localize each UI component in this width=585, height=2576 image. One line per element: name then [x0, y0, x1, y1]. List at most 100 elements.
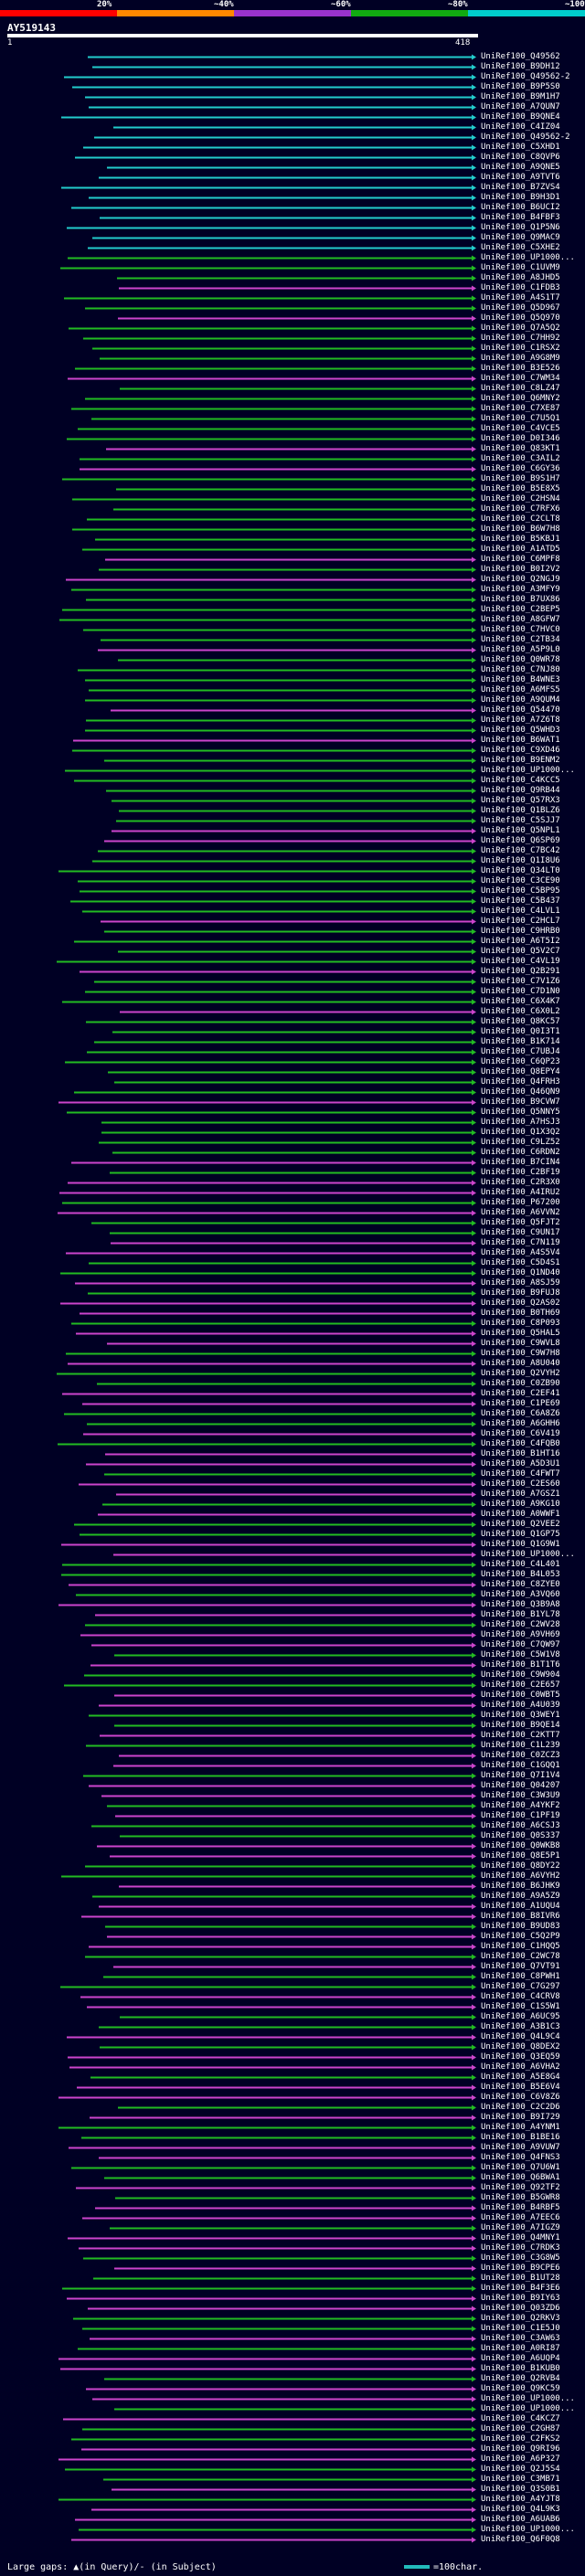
hit-label[interactable]: UniRef100_B6UCI2 [481, 203, 560, 212]
hit-label[interactable]: UniRef100_Q34LT0 [481, 866, 560, 875]
hit-label[interactable]: UniRef100_B4L053 [481, 1570, 560, 1579]
hit-label[interactable]: UniRef100_Q7A5Q2 [481, 323, 560, 333]
hit-label[interactable]: UniRef100_A6P327 [481, 2454, 560, 2464]
hit-label[interactable]: UniRef100_Q2VEE2 [481, 1520, 560, 1529]
hit-label[interactable]: UniRef100_C7QW97 [481, 1640, 560, 1649]
hit-label[interactable]: UniRef100_B0TH69 [481, 1309, 560, 1318]
hit-label[interactable]: UniRef100_A4IRU2 [481, 1188, 560, 1197]
hit-label[interactable]: UniRef100_C6GY36 [481, 464, 560, 473]
hit-label[interactable]: UniRef100_A3MFY9 [481, 585, 560, 594]
hit-label[interactable]: UniRef100_Q0I3T1 [481, 1027, 560, 1036]
hit-label[interactable]: UniRef100_B4FBF3 [481, 213, 560, 222]
hit-label[interactable]: UniRef100_C4FQB0 [481, 1439, 560, 1448]
hit-label[interactable]: UniRef100_C8PWH1 [481, 1972, 560, 1981]
hit-label[interactable]: UniRef100_C6MPF8 [481, 555, 560, 564]
hit-label[interactable]: UniRef100_A9TVT6 [481, 173, 560, 182]
hit-label[interactable]: UniRef100_A6UQP4 [481, 2354, 560, 2363]
hit-label[interactable]: UniRef100_B4RBF5 [481, 2203, 560, 2212]
hit-label[interactable]: UniRef100_C2HSN4 [481, 494, 560, 504]
hit-label[interactable]: UniRef100_C0ZB90 [481, 1379, 560, 1388]
hit-label[interactable]: UniRef100_A4YJT8 [481, 2495, 560, 2504]
hit-label[interactable]: UniRef100_Q7I1V4 [481, 1771, 560, 1780]
hit-label[interactable]: UniRef100_C1PF19 [481, 1811, 560, 1820]
hit-label[interactable]: UniRef100_C2CLT8 [481, 514, 560, 524]
hit-label[interactable]: UniRef100_A7EEC6 [481, 2213, 560, 2222]
hit-label[interactable]: UniRef100_B6W7H8 [481, 525, 560, 534]
hit-label[interactable]: UniRef100_Q5D967 [481, 303, 560, 313]
hit-label[interactable]: UniRef100_Q2J5S4 [481, 2465, 560, 2474]
hit-label[interactable]: UniRef100_UP1000... [481, 1550, 575, 1559]
hit-label[interactable]: UniRef100_A6GHH6 [481, 1419, 560, 1428]
hit-label[interactable]: UniRef100_C5SJJ7 [481, 816, 560, 825]
hit-label[interactable]: UniRef100_C8LZ47 [481, 384, 560, 393]
hit-label[interactable]: UniRef100_C6V8Z6 [481, 2093, 560, 2102]
hit-label[interactable]: UniRef100_B9P5S0 [481, 82, 560, 91]
hit-label[interactable]: UniRef100_C7RDK3 [481, 2243, 560, 2253]
hit-label[interactable]: UniRef100_C6V419 [481, 1429, 560, 1438]
hit-label[interactable]: UniRef100_C5W1V8 [481, 1650, 560, 1659]
hit-label[interactable]: UniRef100_Q2AS02 [481, 1299, 560, 1308]
hit-label[interactable]: UniRef100_A7IGZ9 [481, 2223, 560, 2232]
hit-label[interactable]: UniRef100_B9QNE4 [481, 112, 560, 122]
hit-label[interactable]: UniRef100_Q8KC57 [481, 1017, 560, 1026]
hit-label[interactable]: UniRef100_A8GFW7 [481, 615, 560, 624]
hit-label[interactable]: UniRef100_C7BC42 [481, 846, 560, 855]
hit-label[interactable]: UniRef100_C0WBT5 [481, 1691, 560, 1700]
hit-label[interactable]: UniRef100_C2WV28 [481, 1620, 560, 1629]
hit-label[interactable]: UniRef100_UP1000... [481, 2394, 575, 2403]
hit-label[interactable]: UniRef100_Q9RI96 [481, 2444, 560, 2454]
hit-label[interactable]: UniRef100_B9M1H7 [481, 92, 560, 101]
hit-label[interactable]: UniRef100_A4U039 [481, 1701, 560, 1710]
hit-label[interactable]: UniRef100_Q7U6W1 [481, 2163, 560, 2172]
hit-label[interactable]: UniRef100_B9ENM2 [481, 756, 560, 765]
hit-label[interactable]: UniRef100_Q2RKV3 [481, 2314, 560, 2323]
hit-label[interactable]: UniRef100_C3G8W5 [481, 2253, 560, 2263]
hit-label[interactable]: UniRef100_B9IY63 [481, 2294, 560, 2303]
hit-label[interactable]: UniRef100_C6RDN2 [481, 1148, 560, 1157]
hit-label[interactable]: UniRef100_A7HSJ3 [481, 1118, 560, 1127]
hit-label[interactable]: UniRef100_C5Q2P9 [481, 1932, 560, 1941]
hit-label[interactable]: UniRef100_Q2RVB4 [481, 2374, 560, 2383]
hit-label[interactable]: UniRef100_Q8E5P1 [481, 1851, 560, 1860]
hit-label[interactable]: UniRef100_C7D1N0 [481, 987, 560, 996]
hit-label[interactable]: UniRef100_B1KUB0 [481, 2364, 560, 2373]
hit-label[interactable]: UniRef100_Q7VT91 [481, 1962, 560, 1971]
hit-label[interactable]: UniRef100_B1K714 [481, 1037, 560, 1046]
hit-label[interactable]: UniRef100_C2GH87 [481, 2424, 560, 2433]
hit-label[interactable]: UniRef100_C2EF41 [481, 1389, 560, 1398]
hit-label[interactable]: UniRef100_Q1GP75 [481, 1530, 560, 1539]
hit-label[interactable]: UniRef100_A4YKF2 [481, 1801, 560, 1810]
hit-label[interactable]: UniRef100_C1FDB3 [481, 283, 560, 292]
hit-label[interactable]: UniRef100_C4KCZ7 [481, 2414, 560, 2423]
hit-label[interactable]: UniRef100_A4S5V4 [481, 1248, 560, 1257]
hit-label[interactable]: UniRef100_B7CIN4 [481, 1158, 560, 1167]
hit-label[interactable]: UniRef100_B6JHK9 [481, 1882, 560, 1891]
hit-label[interactable]: UniRef100_B0I2V2 [481, 565, 560, 574]
hit-label[interactable]: UniRef100_B4WNE3 [481, 675, 560, 684]
hit-label[interactable]: UniRef100_A5D3U1 [481, 1459, 560, 1468]
hit-label[interactable]: UniRef100_A9VUW7 [481, 2143, 560, 2152]
hit-label[interactable]: UniRef100_C9XD46 [481, 746, 560, 755]
hit-label[interactable]: UniRef100_A8U040 [481, 1359, 560, 1368]
hit-label[interactable]: UniRef100_A6VYH2 [481, 1871, 560, 1881]
hit-label[interactable]: UniRef100_Q3B9A8 [481, 1600, 560, 1609]
hit-label[interactable]: UniRef100_C6X0L2 [481, 1007, 560, 1016]
hit-label[interactable]: UniRef100_B1T1T6 [481, 1660, 560, 1670]
hit-label[interactable]: UniRef100_C2FKS2 [481, 2434, 560, 2443]
hit-label[interactable]: UniRef100_C7V1Z6 [481, 977, 560, 986]
hit-label[interactable]: UniRef100_Q03ZD6 [481, 2304, 560, 2313]
hit-label[interactable]: UniRef100_Q4FNS3 [481, 2153, 560, 2162]
hit-label[interactable]: UniRef100_A5E8G4 [481, 2072, 560, 2082]
hit-label[interactable]: UniRef100_Q1I8U6 [481, 856, 560, 865]
hit-label[interactable]: UniRef100_C1UVM9 [481, 263, 560, 272]
hit-label[interactable]: UniRef100_B9UD83 [481, 1922, 560, 1931]
hit-label[interactable]: UniRef100_B9CVW7 [481, 1097, 560, 1107]
hit-label[interactable]: UniRef100_A9QNE5 [481, 163, 560, 172]
hit-label[interactable]: UniRef100_UP1000... [481, 766, 575, 775]
hit-label[interactable]: UniRef100_A8JHD5 [481, 273, 560, 282]
hit-label[interactable]: UniRef100_C2BEP5 [481, 605, 560, 614]
hit-label[interactable]: UniRef100_C2TB34 [481, 635, 560, 644]
hit-label[interactable]: UniRef100_C4VCE5 [481, 424, 560, 433]
hit-label[interactable]: UniRef100_C3CE90 [481, 876, 560, 885]
hit-label[interactable]: UniRef100_C6QP23 [481, 1057, 560, 1066]
